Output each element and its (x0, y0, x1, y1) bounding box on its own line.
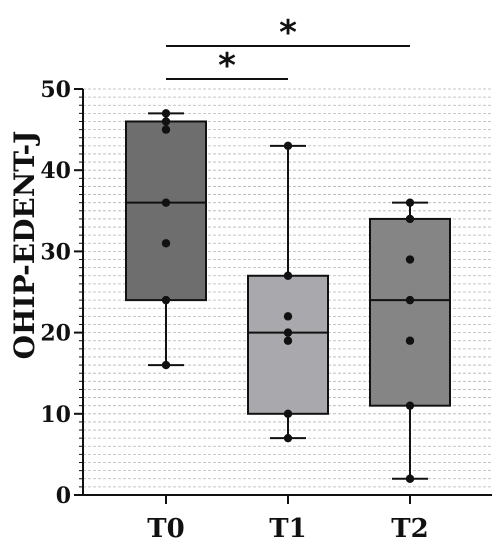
data-point (283, 328, 293, 337)
data-point (161, 117, 171, 126)
data-point (283, 409, 293, 418)
data-point (405, 255, 415, 264)
data-point (405, 336, 415, 345)
data-point (161, 360, 171, 370)
significance-marker: * (218, 46, 236, 86)
data-point (405, 474, 415, 483)
data-point (283, 312, 293, 321)
y-axis-title: OHIP-EDENT-J (8, 131, 41, 360)
box-iqr (125, 120, 207, 302)
y-tick-label: 40 (40, 158, 71, 184)
data-point (405, 198, 415, 207)
x-tick-label: T1 (269, 514, 306, 544)
x-tick-label: T2 (391, 514, 428, 544)
box-t2 (369, 198, 451, 483)
y-tick-label: 10 (40, 402, 71, 428)
data-point (405, 295, 415, 305)
boxes (125, 109, 451, 483)
y-axis: 0 10 20 30 40 50 (40, 77, 84, 509)
significance-marker: * (279, 13, 297, 53)
x-axis: T0 T1 T2 (83, 494, 492, 544)
data-point (283, 336, 293, 345)
box-t1 (247, 141, 329, 443)
data-point (161, 295, 171, 305)
box-iqr (369, 217, 451, 407)
data-point (283, 271, 293, 280)
data-point (283, 141, 293, 151)
y-tick-label: 30 (40, 239, 71, 265)
data-point (405, 401, 415, 410)
data-point (161, 239, 171, 248)
data-point (405, 214, 415, 224)
box-t0 (125, 109, 207, 370)
y-tick-label: 20 (40, 321, 71, 347)
data-point (161, 109, 171, 118)
y-tick-label: 0 (56, 483, 71, 509)
data-point (161, 198, 171, 207)
significance-brackets: ** (166, 13, 410, 86)
x-tick-label: T0 (147, 514, 184, 544)
data-point (161, 125, 171, 134)
data-point (283, 433, 293, 443)
y-tick-label: 50 (40, 77, 71, 103)
